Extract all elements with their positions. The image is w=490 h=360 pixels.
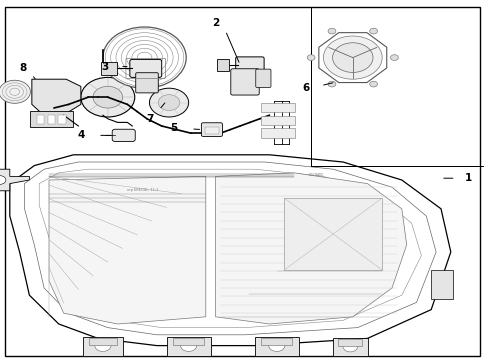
Bar: [37, 115, 44, 124]
Text: 2: 2: [212, 18, 219, 28]
FancyBboxPatch shape: [201, 123, 222, 136]
Circle shape: [343, 341, 358, 352]
FancyBboxPatch shape: [261, 103, 295, 112]
Bar: [333, 338, 368, 356]
Circle shape: [369, 81, 377, 87]
Bar: [173, 338, 204, 345]
Text: xrp EREGUL: 11:1: xrp EREGUL: 11:1: [127, 188, 159, 192]
FancyBboxPatch shape: [261, 128, 295, 138]
Bar: [431, 270, 453, 299]
Circle shape: [328, 28, 336, 34]
Bar: [83, 337, 122, 356]
Circle shape: [307, 55, 315, 60]
FancyBboxPatch shape: [231, 69, 259, 95]
Circle shape: [93, 86, 122, 108]
Text: 5: 5: [171, 123, 177, 133]
Bar: [338, 339, 363, 346]
Polygon shape: [216, 173, 407, 324]
Text: 7: 7: [146, 114, 153, 124]
FancyBboxPatch shape: [112, 129, 135, 141]
FancyBboxPatch shape: [256, 69, 271, 87]
Circle shape: [369, 28, 377, 34]
Bar: [284, 198, 382, 270]
Circle shape: [391, 55, 398, 60]
Circle shape: [95, 339, 111, 351]
Bar: [255, 337, 299, 356]
Circle shape: [158, 95, 180, 111]
FancyBboxPatch shape: [101, 62, 117, 75]
Circle shape: [328, 81, 336, 87]
FancyBboxPatch shape: [136, 73, 158, 93]
FancyBboxPatch shape: [261, 116, 295, 125]
Text: 6: 6: [303, 83, 310, 93]
Polygon shape: [0, 169, 29, 191]
FancyBboxPatch shape: [130, 59, 162, 77]
Polygon shape: [32, 79, 81, 113]
Circle shape: [333, 43, 373, 72]
FancyBboxPatch shape: [30, 111, 73, 127]
Polygon shape: [49, 176, 206, 324]
Polygon shape: [10, 155, 451, 346]
Text: 4: 4: [77, 130, 85, 140]
FancyBboxPatch shape: [236, 57, 264, 73]
Circle shape: [0, 176, 6, 184]
Bar: [167, 337, 211, 356]
Bar: [89, 338, 117, 345]
Text: COLORADO: COLORADO: [309, 174, 324, 177]
Polygon shape: [319, 33, 387, 82]
Circle shape: [0, 80, 30, 103]
Circle shape: [81, 77, 135, 117]
Bar: [48, 115, 55, 124]
Circle shape: [149, 88, 189, 117]
Text: 8: 8: [19, 63, 26, 73]
Circle shape: [103, 27, 186, 88]
Circle shape: [269, 339, 285, 351]
Circle shape: [323, 36, 382, 79]
Text: 3: 3: [102, 62, 109, 72]
FancyBboxPatch shape: [217, 59, 229, 71]
Circle shape: [180, 339, 197, 351]
Bar: [58, 115, 66, 124]
Bar: [262, 338, 292, 345]
Text: 1: 1: [465, 173, 471, 183]
Bar: [205, 127, 219, 134]
